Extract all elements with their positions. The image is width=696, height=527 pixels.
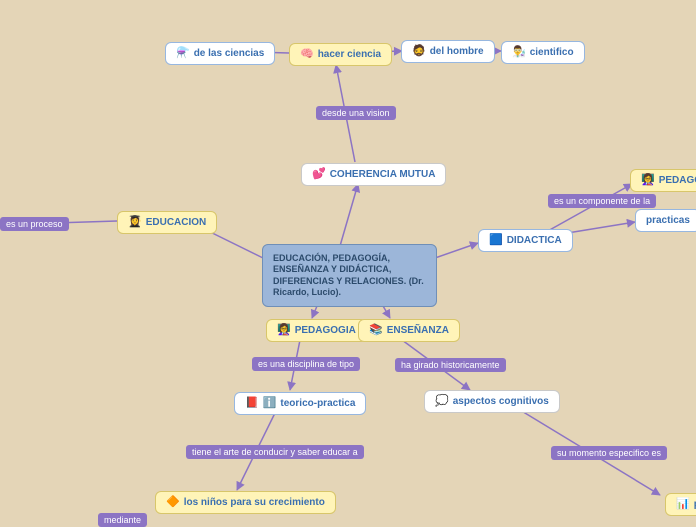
node-label: PEDAGOGIA bbox=[295, 325, 356, 336]
info-icon: ℹ️ bbox=[263, 398, 277, 409]
teacher-icon: 👩‍🏫 bbox=[641, 175, 655, 186]
root-node[interactable]: EDUCACIÓN, PEDAGOGÍA, ENSEÑANZA Y DIDÁCT… bbox=[262, 244, 437, 307]
label-momento: su momento especifico es bbox=[551, 446, 667, 460]
node-label: de las ciencias bbox=[194, 48, 265, 59]
heart-icon: 💕 bbox=[312, 169, 326, 180]
person-icon: 👩‍🎓 bbox=[128, 217, 142, 228]
teacher-icon: 👩‍🏫 bbox=[277, 325, 291, 336]
node-ensenanza[interactable]: 📚 ENSEÑANZA bbox=[358, 319, 460, 342]
node-label: DIDACTICA bbox=[507, 235, 562, 246]
label-mediante: mediante bbox=[98, 513, 147, 527]
node-label: teorico-practica bbox=[280, 398, 355, 409]
node-practicas[interactable]: practicas bbox=[635, 209, 696, 232]
node-pedagogia-bottom[interactable]: 👩‍🏫 PEDAGOGIA bbox=[266, 319, 367, 342]
node-label: aspectos cognitivos bbox=[453, 396, 549, 407]
grid-icon: 🟦 bbox=[489, 235, 503, 246]
node-pedagogia-right[interactable]: 👩‍🏫 PEDAGOGIA bbox=[630, 169, 696, 192]
node-coherencia[interactable]: 💕 COHERENCIA MUTUA bbox=[301, 163, 446, 186]
thought-icon: 💭 bbox=[435, 396, 449, 407]
label-disciplina: es una disciplina de tipo bbox=[252, 357, 360, 371]
scientist-icon: 👨‍🔬 bbox=[512, 47, 526, 58]
brain-icon: 🧠 bbox=[300, 49, 314, 60]
books-icon: 📕 bbox=[245, 398, 259, 409]
node-label: PEDAGOGIA bbox=[659, 175, 696, 186]
node-educacion[interactable]: 👩‍🎓 EDUCACION bbox=[117, 211, 217, 234]
label-componente: es un componente de la bbox=[548, 194, 656, 208]
node-label: COHERENCIA MUTUA bbox=[330, 169, 436, 180]
label-arte-conducir: tiene el arte de conducir y saber educar… bbox=[186, 445, 364, 459]
label-desde-vision: desde una vision bbox=[316, 106, 396, 120]
node-label: del hombre bbox=[430, 46, 484, 57]
book-icon: 📚 bbox=[369, 325, 383, 336]
node-didactica[interactable]: 🟦 DIDACTICA bbox=[478, 229, 573, 252]
node-ninos[interactable]: 🔶 los niños para su crecimiento bbox=[155, 491, 336, 514]
node-label: EDUCACION bbox=[146, 217, 207, 228]
label-es-un-proceso: es un proceso bbox=[0, 217, 69, 231]
chart-icon: 📊 bbox=[676, 499, 690, 510]
mindmap-canvas: EDUCACIÓN, PEDAGOGÍA, ENSEÑANZA Y DIDÁCT… bbox=[0, 0, 696, 520]
label-girado: ha girado historicamente bbox=[395, 358, 506, 372]
man-icon: 🧔 bbox=[412, 46, 426, 57]
node-label: practicas bbox=[646, 215, 690, 226]
node-del-hombre[interactable]: 🧔 del hombre bbox=[401, 40, 495, 63]
node-label: hacer ciencia bbox=[318, 49, 381, 60]
flask-icon: ⚗️ bbox=[176, 48, 190, 59]
node-de-las-ciencias[interactable]: ⚗️ de las ciencias bbox=[165, 42, 275, 65]
node-aspectos[interactable]: 💭 aspectos cognitivos bbox=[424, 390, 560, 413]
node-label: ENSEÑANZA bbox=[387, 325, 449, 336]
node-hacer-ciencia[interactable]: 🧠 hacer ciencia bbox=[289, 43, 392, 66]
node-cientifico[interactable]: 👨‍🔬 cientifico bbox=[501, 41, 585, 64]
child-icon: 🔶 bbox=[166, 497, 180, 508]
node-teorico-practica[interactable]: 📕 ℹ️ teorico-practica bbox=[234, 392, 366, 415]
node-label: cientifico bbox=[530, 47, 574, 58]
node-pr-cut[interactable]: 📊 pr bbox=[665, 493, 696, 516]
node-label: los niños para su crecimiento bbox=[184, 497, 325, 508]
